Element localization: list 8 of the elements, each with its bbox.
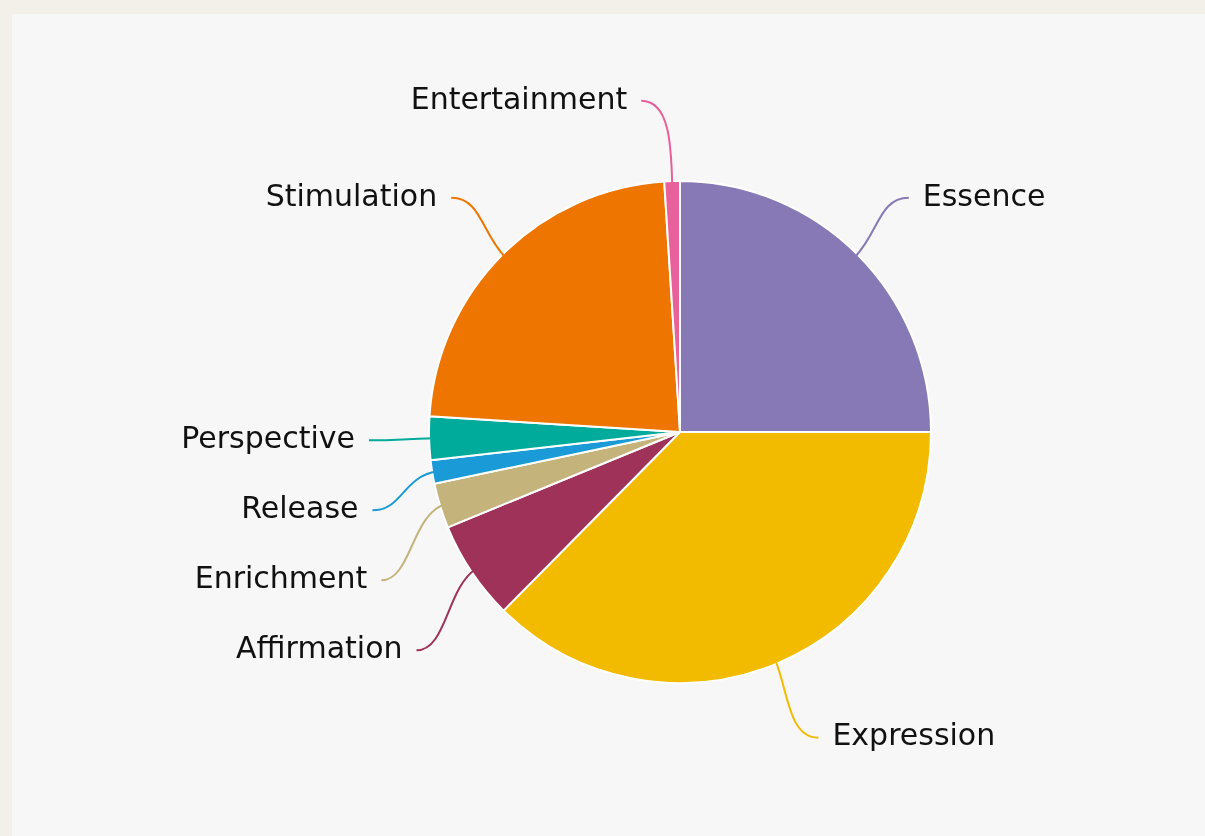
slice-label: Essence	[922, 177, 1046, 213]
slice-label: Enrichment	[194, 560, 368, 596]
slice-label: Perspective	[181, 420, 355, 456]
slice-label: Expression	[832, 717, 996, 753]
slice-label: Release	[241, 490, 359, 526]
slice-label: Stimulation	[265, 177, 438, 213]
slice-label: Entertainment	[410, 80, 628, 116]
slice-label: Affirmation	[236, 630, 403, 666]
